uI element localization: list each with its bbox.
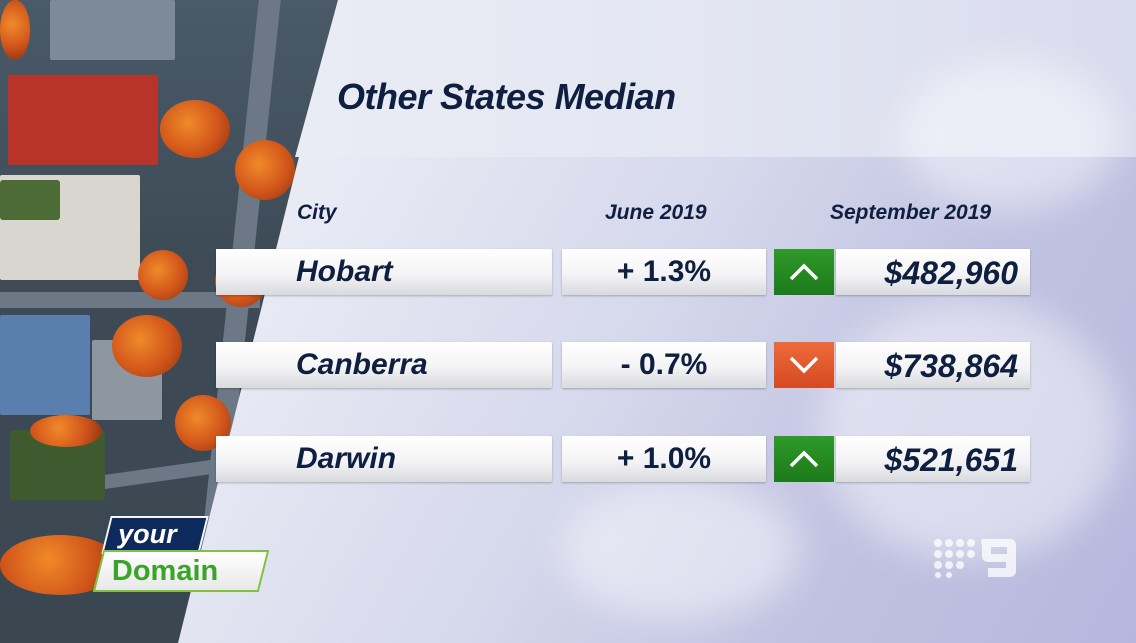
logo-line-your: your	[118, 519, 177, 549]
change-cell: + 1.3%	[562, 249, 766, 295]
price-cell: $482,960	[836, 249, 1030, 295]
chevron-down-icon	[774, 342, 834, 388]
city-name: Canberra	[296, 348, 428, 381]
table-row-city-cell: Darwin	[216, 436, 552, 482]
september-price: $521,651	[884, 442, 1018, 478]
logo-line-domain: Domain	[111, 555, 219, 587]
change-cell: - 0.7%	[562, 342, 766, 388]
price-cell: $521,651	[836, 436, 1030, 482]
channel-nine-logo	[932, 537, 1018, 579]
chevron-up-icon	[774, 249, 834, 295]
column-header-june: June 2019	[605, 201, 707, 224]
table-row-city-cell: Canberra	[216, 342, 552, 388]
city-name: Hobart	[296, 255, 393, 288]
september-price: $738,864	[884, 348, 1018, 384]
column-header-september: September 2019	[830, 201, 992, 224]
city-name: Darwin	[296, 442, 397, 475]
june-change: + 1.0%	[616, 442, 712, 475]
september-price: $482,960	[884, 255, 1018, 291]
page-title: Other States Median	[337, 76, 676, 117]
table-row-city-cell: Hobart	[216, 249, 552, 295]
price-cell: $738,864	[836, 342, 1030, 388]
june-change: + 1.3%	[616, 255, 712, 288]
june-change: - 0.7%	[620, 348, 708, 381]
your-logo-badge: your	[101, 516, 209, 554]
column-header-city: City	[297, 201, 337, 224]
change-cell: + 1.0%	[562, 436, 766, 482]
chevron-up-icon	[774, 436, 834, 482]
title-band	[295, 0, 1136, 157]
domain-logo-badge: Domain	[92, 550, 270, 592]
